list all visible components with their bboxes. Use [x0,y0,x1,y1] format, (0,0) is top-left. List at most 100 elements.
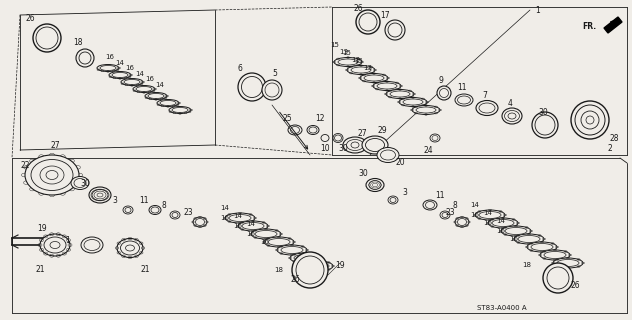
Ellipse shape [412,106,440,115]
Text: 14: 14 [234,213,243,219]
Text: 28: 28 [609,133,619,142]
Text: 21: 21 [140,266,150,275]
Ellipse shape [366,179,384,191]
Text: 16: 16 [106,54,114,60]
Text: 18: 18 [73,37,83,46]
Text: 15: 15 [355,58,363,64]
Text: 25: 25 [282,114,292,123]
Text: 30: 30 [338,143,348,153]
Text: 24: 24 [423,146,433,155]
Text: 19: 19 [37,223,47,233]
Ellipse shape [76,49,94,67]
Text: 26: 26 [353,4,363,12]
Text: 11: 11 [435,190,445,199]
Text: 1: 1 [535,5,540,14]
Ellipse shape [121,78,143,85]
Text: 20: 20 [395,157,405,166]
Text: 22: 22 [20,161,30,170]
Ellipse shape [238,73,266,101]
Text: 14: 14 [246,221,255,227]
Ellipse shape [476,100,498,116]
Ellipse shape [81,237,103,253]
Text: 12: 12 [315,114,325,123]
Text: 23: 23 [445,207,455,217]
Ellipse shape [540,250,570,260]
Ellipse shape [193,217,207,227]
Ellipse shape [109,71,131,78]
Text: 16: 16 [497,228,506,234]
Ellipse shape [362,136,388,154]
Text: 16: 16 [221,215,229,221]
Ellipse shape [97,65,119,71]
Text: 21: 21 [35,266,45,275]
Text: 23: 23 [183,207,193,217]
Text: 14: 14 [497,218,506,224]
Text: 30: 30 [538,108,548,116]
Ellipse shape [251,229,281,239]
Ellipse shape [149,205,161,214]
Ellipse shape [262,80,282,100]
Ellipse shape [277,245,307,255]
Text: 16: 16 [246,231,255,237]
Ellipse shape [423,200,437,210]
Ellipse shape [307,125,319,134]
Text: 13: 13 [351,57,360,63]
Text: 16: 16 [470,212,480,218]
Text: 16: 16 [509,236,518,242]
Text: 14: 14 [155,82,164,88]
Ellipse shape [292,252,328,288]
Text: 16: 16 [145,76,154,82]
Text: 19: 19 [335,260,345,269]
Text: 27: 27 [357,129,367,138]
Ellipse shape [170,211,180,219]
Ellipse shape [388,196,398,204]
Ellipse shape [133,85,155,92]
Ellipse shape [455,94,473,106]
Text: 16: 16 [483,220,492,226]
Text: 14: 14 [221,205,229,211]
Text: 30: 30 [80,179,90,188]
Text: 26: 26 [25,13,35,22]
Ellipse shape [543,263,573,293]
Text: 13: 13 [363,65,372,71]
Ellipse shape [157,100,179,107]
Text: ST83-A0400 A: ST83-A0400 A [477,305,527,311]
Ellipse shape [347,66,375,75]
Ellipse shape [360,74,388,83]
Ellipse shape [430,134,440,142]
Text: 14: 14 [135,71,145,77]
Text: 14: 14 [116,60,125,66]
Text: 10: 10 [320,143,330,153]
Text: FR.: FR. [582,21,596,30]
Polygon shape [604,17,622,33]
Ellipse shape [455,217,469,227]
Ellipse shape [343,137,367,153]
Text: 2: 2 [607,143,612,153]
Ellipse shape [290,253,320,263]
Text: 6: 6 [238,63,243,73]
Ellipse shape [303,261,333,271]
Text: 4: 4 [507,99,513,108]
Text: 18: 18 [523,262,532,268]
Ellipse shape [514,234,544,244]
Text: 14: 14 [471,202,480,208]
Text: 3: 3 [403,188,408,196]
Text: 26: 26 [290,276,300,284]
Text: 5: 5 [272,68,277,77]
Ellipse shape [334,58,362,67]
Text: 26: 26 [570,281,580,290]
Ellipse shape [71,177,89,189]
Ellipse shape [488,218,518,228]
Text: 11: 11 [139,196,149,204]
Ellipse shape [123,206,133,214]
Text: 14: 14 [483,210,492,216]
Ellipse shape [225,213,255,223]
Ellipse shape [532,112,558,138]
Ellipse shape [117,238,143,258]
Ellipse shape [501,226,531,236]
Text: 16: 16 [260,239,269,245]
Ellipse shape [377,148,399,163]
Ellipse shape [356,10,380,34]
Text: 7: 7 [483,91,487,100]
Ellipse shape [502,108,522,124]
